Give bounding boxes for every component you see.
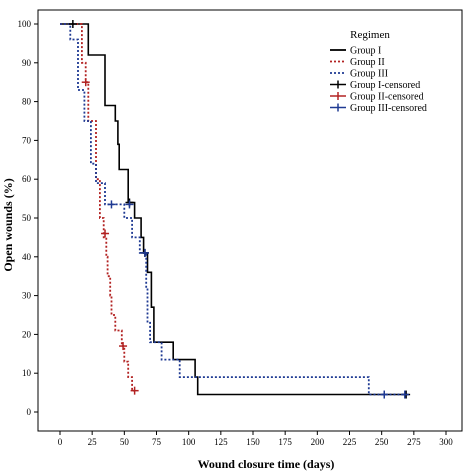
legend-label: Group III-censored (350, 103, 427, 114)
legend-item-3: Group III (330, 69, 388, 80)
x-tick-label: 100 (182, 437, 196, 447)
censor-mark-group-2 (130, 386, 139, 395)
legend-item-2: Group II (330, 57, 385, 68)
y-tick-label: 20 (22, 329, 32, 339)
y-tick-label: 40 (22, 252, 32, 262)
y-tick-label: 90 (22, 58, 32, 68)
censor-mark-group-3 (107, 200, 116, 209)
x-tick-label: 200 (311, 437, 325, 447)
legend-label: Group I (350, 46, 381, 57)
x-tick-label: 300 (439, 437, 453, 447)
y-tick-label: 70 (22, 135, 32, 145)
legend-item-5: Group II-censored (330, 92, 424, 103)
x-tick-label: 175 (278, 437, 292, 447)
censor-mark-group-3 (140, 248, 149, 257)
x-tick-label: 225 (343, 437, 357, 447)
legend-label: Group III (350, 69, 388, 80)
legend-item-1: Group I (330, 46, 381, 57)
y-tick-label: 100 (18, 19, 32, 29)
censor-mark-group-1 (68, 20, 77, 28)
censor-mark-group-3 (400, 390, 409, 399)
y-tick-label: 50 (22, 213, 32, 223)
x-tick-label: 0 (58, 437, 63, 447)
y-tick-label: 30 (22, 291, 32, 301)
censor-mark-group-2 (119, 342, 128, 351)
plot-frame (37, 9, 463, 432)
y-tick-label: 0 (27, 407, 32, 417)
legend-label: Group II (350, 57, 385, 68)
censor-mark-group-2 (81, 78, 90, 87)
x-tick-label: 75 (152, 437, 162, 447)
y-tick-label: 60 (22, 174, 32, 184)
y-tick-label: 80 (22, 97, 32, 107)
series-line-group-2 (60, 23, 135, 392)
censor-mark-group-2 (101, 229, 110, 238)
legend-item-6: Group III-censored (330, 103, 427, 114)
x-tick-label: 50 (120, 437, 130, 447)
x-tick-label: 125 (214, 437, 228, 447)
y-tick-label: 10 (22, 368, 32, 378)
x-tick-label: 275 (407, 437, 421, 447)
legend-title: Regimen (350, 29, 390, 41)
series-layer (60, 23, 408, 396)
legend-item-4: Group I-censored (330, 80, 420, 91)
x-tick-label: 25 (88, 437, 98, 447)
series-line-group-1 (60, 23, 407, 396)
x-tick-label: 250 (375, 437, 389, 447)
x-axis-label: Wound closure time (days) (198, 457, 335, 471)
axes: 0 25 50 75 100 125 150 175 200 225 250 275 300 0 10 20 3… (18, 9, 463, 447)
y-axis-label: Open wounds (%) (1, 178, 15, 271)
legend-label: Group I-censored (350, 80, 420, 91)
censor-layer (68, 20, 411, 399)
censor-mark-group-3 (380, 390, 389, 399)
censor-mark-group-3 (125, 200, 134, 209)
legend-label: Group II-censored (350, 92, 424, 103)
x-tick-label: 150 (246, 437, 260, 447)
